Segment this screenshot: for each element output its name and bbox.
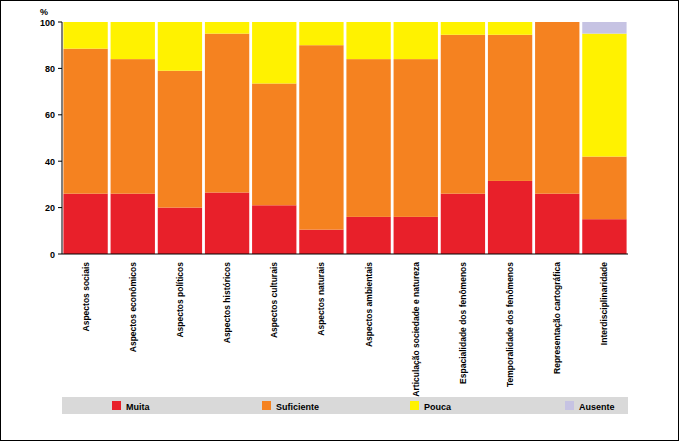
legend-label: Muita (126, 402, 150, 412)
y-tick-label: 80 (45, 64, 55, 74)
y-axis-label: % (40, 7, 48, 17)
bar-segment (535, 22, 579, 194)
x-axis (62, 254, 628, 255)
legend-background (62, 397, 628, 414)
bar-segment (299, 45, 343, 229)
legend-label: Ausente (579, 402, 615, 412)
y-tick-label: 60 (45, 110, 55, 120)
x-tick-label: Aspectos ambientais (364, 262, 374, 347)
y-tick-label: 40 (45, 157, 55, 167)
legend: Muita Suficiente Pouca Ausente (62, 397, 628, 414)
bar-segment (252, 22, 296, 23)
x-tick-label: Aspectos econômicos (128, 262, 138, 352)
bar-segment (488, 22, 532, 23)
bar-segment (346, 22, 390, 59)
bar-segment (535, 194, 579, 254)
x-tick-label: Articulação sociedade e natureza (411, 262, 421, 397)
bar-segment (394, 22, 438, 59)
y-tick (58, 207, 62, 208)
y-tick-label: 0 (50, 250, 55, 260)
legend-label: Suficiente (276, 402, 319, 412)
bar-segment (582, 22, 626, 34)
bars (63, 22, 626, 254)
y-tick (58, 22, 62, 23)
bar-segment (158, 22, 202, 23)
y-axis (62, 22, 63, 254)
legend-swatch (410, 401, 419, 410)
bar-segment (488, 35, 532, 181)
bar-segment (394, 217, 438, 254)
x-tick-label: Aspectos sociais (81, 262, 91, 332)
bar-segment (158, 71, 202, 208)
bar-segment (535, 22, 579, 23)
x-tick-label: Aspectos históricos (222, 262, 232, 344)
bar-segment (582, 157, 626, 220)
legend-swatch (262, 401, 271, 410)
x-tick-label: Representação cartográfica (552, 262, 562, 374)
bar-segment (488, 22, 532, 35)
legend-label: Pouca (424, 402, 452, 412)
bar-segment (111, 22, 155, 59)
bar-segment (441, 35, 485, 194)
frame (1, 1, 679, 441)
bar-segment (394, 59, 438, 217)
bar-segment (111, 59, 155, 194)
bar-segment (63, 194, 107, 254)
x-tick-label: Interdisciplinaridade (599, 262, 609, 345)
y-tick (58, 254, 62, 255)
x-tick-label: Temporalidade dos fenômenos (505, 262, 515, 387)
bar-segment (205, 22, 249, 23)
bar-segment (205, 22, 249, 34)
bar-segment (111, 22, 155, 23)
bar-segment (252, 22, 296, 83)
legend-swatch (565, 401, 574, 410)
bar-segment (299, 22, 343, 23)
bar-segment (346, 217, 390, 254)
bar-segment (441, 22, 485, 23)
y-tick (58, 68, 62, 69)
bar-segment (488, 181, 532, 254)
x-tick-label: Aspectos culturais (269, 262, 279, 338)
bar-segment (299, 22, 343, 45)
bar-segment (252, 83, 296, 205)
y-tick-label: 100 (40, 18, 55, 28)
bar-segment (205, 193, 249, 254)
bar-segment (441, 22, 485, 35)
bar-segment (346, 22, 390, 23)
bar-segment (158, 208, 202, 254)
bar-segment (205, 34, 249, 193)
x-tick-label: Aspectos políticos (175, 262, 185, 338)
bar-segment (346, 59, 390, 217)
bar-segment (441, 194, 485, 254)
bar-segment (582, 219, 626, 254)
legend-swatch (112, 401, 121, 410)
bar-segment (63, 49, 107, 194)
bar-segment (63, 22, 107, 49)
y-tick (58, 114, 62, 115)
x-tick-label: Espacialidade dos fenômenos (458, 262, 468, 384)
chart: 0 20 40 60 80 100% Aspectos sociais Aspectos ec… (0, 0, 679, 441)
y-tick (58, 161, 62, 162)
bar-segment (582, 34, 626, 157)
bar-segment (63, 22, 107, 23)
bar-segment (394, 22, 438, 23)
bar-segment (111, 194, 155, 254)
y-tick-label: 20 (45, 203, 55, 213)
bar-segment (535, 22, 579, 23)
x-tick-label: Aspectos naturais (316, 262, 326, 336)
bar-segment (252, 205, 296, 254)
bar-segment (299, 230, 343, 254)
bar-segment (158, 22, 202, 71)
